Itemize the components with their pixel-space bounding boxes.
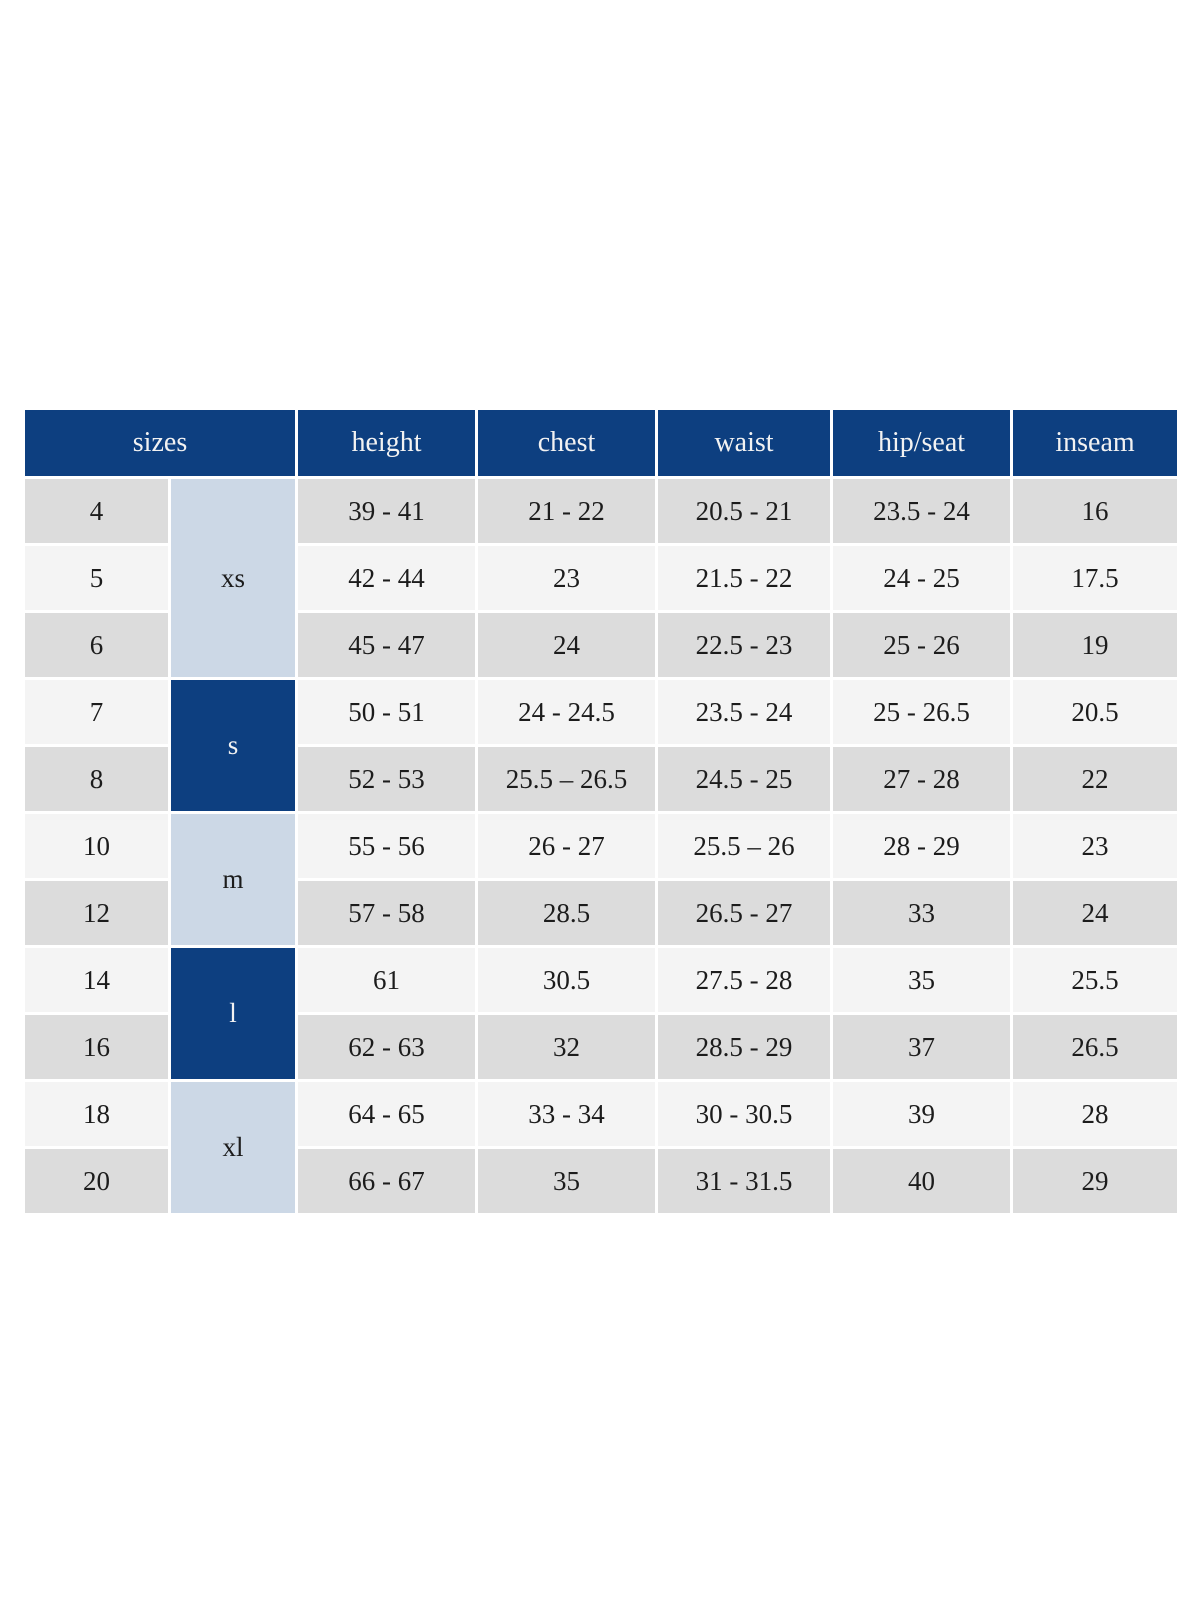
cell-waist: 31 - 31.5 [655, 1146, 833, 1216]
cell-hip-seat: 23.5 - 24 [830, 476, 1013, 546]
cell-inseam: 28 [1010, 1079, 1180, 1149]
cell-waist: 27.5 - 28 [655, 945, 833, 1015]
cell-hip-seat: 24 - 25 [830, 543, 1013, 613]
table-row: 16 62 - 63 32 28.5 - 29 37 26.5 [22, 1012, 1180, 1082]
cell-size: 6 [22, 610, 171, 680]
cell-size: 14 [22, 945, 171, 1015]
cell-inseam: 17.5 [1010, 543, 1180, 613]
cell-size: 12 [22, 878, 171, 948]
cell-hip-seat: 39 [830, 1079, 1013, 1149]
cell-height: 42 - 44 [295, 543, 478, 613]
cell-waist: 23.5 - 24 [655, 677, 833, 747]
column-header-chest: chest [475, 407, 658, 479]
cell-chest: 26 - 27 [475, 811, 658, 881]
cell-size: 7 [22, 677, 171, 747]
table-row: 4 xs 39 - 41 21 - 22 20.5 - 21 23.5 - 24… [22, 476, 1180, 680]
cell-inseam: 23 [1010, 811, 1180, 881]
cell-waist: 24.5 - 25 [655, 744, 833, 814]
cell-waist: 26.5 - 27 [655, 878, 833, 948]
cell-inseam: 24 [1010, 878, 1180, 948]
cell-size-group-xl: xl [168, 1079, 298, 1216]
column-header-hip-seat: hip/seat [830, 407, 1013, 479]
size-chart-table: sizes height chest waist hip/seat inseam… [22, 407, 1180, 1216]
cell-size-group-xs: xs [168, 476, 298, 680]
cell-chest: 21 - 22 [475, 476, 658, 546]
cell-chest: 30.5 [475, 945, 658, 1015]
cell-size: 18 [22, 1079, 171, 1149]
cell-size: 5 [22, 543, 171, 613]
cell-chest: 32 [475, 1012, 658, 1082]
cell-height: 45 - 47 [295, 610, 478, 680]
cell-size-group-l: l [168, 945, 298, 1082]
table-row: 7 s 50 - 51 24 - 24.5 23.5 - 24 25 - 26.… [22, 677, 1180, 814]
cell-inseam: 26.5 [1010, 1012, 1180, 1082]
cell-height: 57 - 58 [295, 878, 478, 948]
table-row: 10 m 55 - 56 26 - 27 25.5 – 26 28 - 29 2… [22, 811, 1180, 948]
cell-height: 52 - 53 [295, 744, 478, 814]
cell-height: 64 - 65 [295, 1079, 478, 1149]
cell-waist: 22.5 - 23 [655, 610, 833, 680]
cell-hip-seat: 25 - 26.5 [830, 677, 1013, 747]
table-row: 14 l 61 30.5 27.5 - 28 35 25.5 [22, 945, 1180, 1082]
cell-height: 62 - 63 [295, 1012, 478, 1082]
cell-height: 39 - 41 [295, 476, 478, 546]
cell-size: 20 [22, 1146, 171, 1216]
cell-chest: 23 [475, 543, 658, 613]
cell-inseam: 16 [1010, 476, 1180, 546]
cell-chest: 24 [475, 610, 658, 680]
cell-size: 8 [22, 744, 171, 814]
cell-height: 61 [295, 945, 478, 1015]
cell-waist: 20.5 - 21 [655, 476, 833, 546]
column-header-inseam: inseam [1010, 407, 1180, 479]
cell-size: 10 [22, 811, 171, 881]
cell-size: 4 [22, 476, 171, 546]
cell-inseam: 25.5 [1010, 945, 1180, 1015]
table-row: 18 xl 64 - 65 33 - 34 30 - 30.5 39 28 [22, 1079, 1180, 1216]
cell-hip-seat: 40 [830, 1146, 1013, 1216]
cell-hip-seat: 33 [830, 878, 1013, 948]
table-row: 12 57 - 58 28.5 26.5 - 27 33 24 [22, 878, 1180, 948]
column-header-waist: waist [655, 407, 833, 479]
cell-height: 55 - 56 [295, 811, 478, 881]
cell-hip-seat: 25 - 26 [830, 610, 1013, 680]
cell-chest: 35 [475, 1146, 658, 1216]
cell-inseam: 19 [1010, 610, 1180, 680]
cell-height: 66 - 67 [295, 1146, 478, 1216]
cell-inseam: 29 [1010, 1146, 1180, 1216]
cell-waist: 25.5 – 26 [655, 811, 833, 881]
column-header-sizes: sizes [22, 407, 298, 479]
cell-chest: 33 - 34 [475, 1079, 658, 1149]
cell-waist: 28.5 - 29 [655, 1012, 833, 1082]
cell-height: 50 - 51 [295, 677, 478, 747]
cell-inseam: 22 [1010, 744, 1180, 814]
cell-size: 16 [22, 1012, 171, 1082]
cell-hip-seat: 28 - 29 [830, 811, 1013, 881]
table-row: 5 42 - 44 23 21.5 - 22 24 - 25 17.5 [22, 543, 1180, 613]
cell-hip-seat: 37 [830, 1012, 1013, 1082]
cell-chest: 28.5 [475, 878, 658, 948]
cell-waist: 30 - 30.5 [655, 1079, 833, 1149]
cell-inseam: 20.5 [1010, 677, 1180, 747]
table-row: 6 45 - 47 24 22.5 - 23 25 - 26 19 [22, 610, 1180, 680]
cell-hip-seat: 35 [830, 945, 1013, 1015]
table-row: 20 66 - 67 35 31 - 31.5 40 29 [22, 1146, 1180, 1216]
header-row: sizes height chest waist hip/seat inseam [22, 407, 1180, 479]
cell-chest: 24 - 24.5 [475, 677, 658, 747]
cell-hip-seat: 27 - 28 [830, 744, 1013, 814]
cell-size-group-m: m [168, 811, 298, 948]
column-header-height: height [295, 407, 478, 479]
cell-size-group-s: s [168, 677, 298, 814]
cell-waist: 21.5 - 22 [655, 543, 833, 613]
cell-chest: 25.5 – 26.5 [475, 744, 658, 814]
table-row: 8 52 - 53 25.5 – 26.5 24.5 - 25 27 - 28 … [22, 744, 1180, 814]
